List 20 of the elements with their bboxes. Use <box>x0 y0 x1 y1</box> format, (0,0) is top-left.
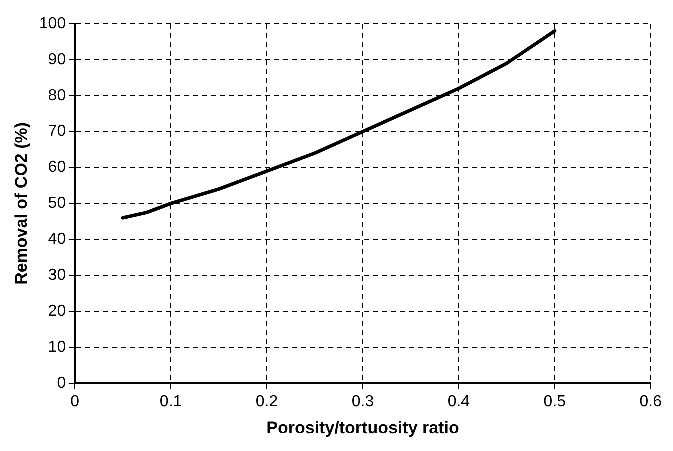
x-axis-title: Porosity/tortuosity ratio <box>266 418 460 438</box>
y-tick-label: 80 <box>48 87 66 104</box>
y-tick-label: 0 <box>57 374 66 392</box>
x-tick-label: 0.2 <box>256 393 278 410</box>
y-tick-label: 40 <box>48 231 66 248</box>
y-tick-label: 10 <box>48 338 66 356</box>
y-tick-label: 70 <box>48 123 66 140</box>
y-tick-label: 90 <box>48 51 66 68</box>
x-tick-label: 0.1 <box>160 393 182 410</box>
y-tick-label: 100 <box>39 15 66 32</box>
y-axis-title: Removal of CO2 (%) <box>12 122 31 285</box>
x-tick-label: 0.5 <box>544 393 566 410</box>
x-tick-label: 0.3 <box>352 393 374 410</box>
y-tick-label: 20 <box>48 302 66 320</box>
y-tick-label: 30 <box>48 266 66 284</box>
y-tick-label: 60 <box>48 159 66 176</box>
y-tick-label: 50 <box>48 195 66 212</box>
x-tick-label: 0 <box>70 393 80 410</box>
x-tick-label: 0.6 <box>640 393 662 410</box>
x-tick-label: 0.4 <box>448 393 470 410</box>
